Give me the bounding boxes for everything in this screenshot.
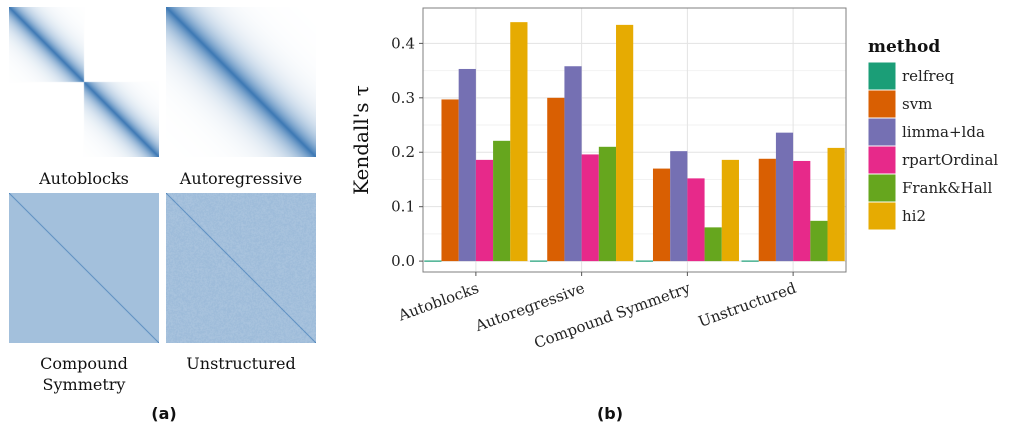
bar-frank-hall-2 — [704, 227, 722, 262]
bar-relfreq-3 — [741, 260, 759, 262]
panel-b-label: (b) — [596, 404, 624, 423]
bar-frank-hall-1 — [598, 146, 617, 262]
bar-svm-0 — [441, 99, 459, 262]
y-tick-label: 0.0 — [391, 252, 415, 270]
bar-rpartordinal-2 — [687, 178, 705, 262]
legend-label: svm — [902, 95, 932, 113]
legend-swatch — [867, 117, 897, 147]
bar-svm-3 — [758, 158, 776, 262]
x-tick-label: Autoblocks — [395, 279, 481, 325]
bar-svm-2 — [652, 168, 671, 262]
y-tick-label: 0.2 — [391, 143, 415, 161]
panel-a-label: (a) — [151, 404, 177, 423]
bar-rpartordinal-3 — [793, 160, 811, 262]
bar-limma-lda-0 — [458, 68, 476, 262]
heatmap-label-autoregressive: Autoregressive — [179, 169, 303, 188]
bar-relfreq-0 — [424, 260, 442, 262]
bar-relfreq-1 — [530, 260, 548, 262]
legend-label: Frank&Hall — [902, 179, 992, 197]
bar-relfreq-2 — [635, 260, 653, 262]
bar-hi2-3 — [827, 147, 845, 262]
y-axis-title: Kendall's τ — [349, 85, 373, 195]
bar-hi2-1 — [616, 24, 634, 262]
panel-b: 0.0 0.1 0.2 0.3 0.4 Autoblocks Autoregressive C… — [330, 0, 1027, 434]
legend-swatch — [867, 145, 897, 175]
legend-label: rpartOrdinal — [902, 151, 998, 169]
y-tick-label: 0.1 — [391, 198, 415, 216]
legend-title: method — [868, 37, 940, 57]
legend-label: relfreq — [902, 67, 954, 85]
bar-frank-hall-0 — [493, 140, 511, 262]
bar-rpartordinal-0 — [475, 159, 494, 262]
bar-hi2-2 — [721, 159, 739, 262]
heatmap-unstructured — [166, 193, 316, 343]
heatmap-label-unstructured: Unstructured — [186, 354, 296, 373]
heatmap-autoregressive — [166, 7, 316, 157]
legend-swatch — [867, 201, 897, 231]
plot-border — [422, 7, 847, 273]
legend-swatch — [867, 89, 897, 119]
legend-swatch — [867, 173, 897, 203]
bar-chart: 0.00.10.20.30.4AutoblocksAutoregressiveC… — [349, 7, 998, 352]
legend-label: limma+lda — [902, 123, 985, 141]
y-tick-label: 0.3 — [391, 89, 415, 107]
heatmap-autoblocks — [9, 7, 159, 157]
heatmap-compound-symmetry — [9, 193, 159, 343]
bar-hi2-0 — [510, 22, 528, 262]
x-tick-label: Unstructured — [696, 279, 799, 331]
heatmap-label-autoblocks: Autoblocks — [39, 169, 129, 188]
bar-svm-1 — [547, 97, 565, 262]
bar-limma-lda-2 — [670, 151, 688, 262]
bar-frank-hall-3 — [810, 220, 828, 262]
bar-limma-lda-1 — [564, 66, 582, 262]
legend-label: hi2 — [902, 207, 926, 225]
bar-limma-lda-3 — [775, 132, 794, 262]
heatmap-label-compound-symmetry: Compound Symmetry — [40, 354, 128, 394]
bar-rpartordinal-1 — [581, 154, 599, 262]
panel-a: Autoblocks Autoregressive Compound Symme… — [0, 0, 330, 434]
y-tick-label: 0.4 — [391, 34, 415, 52]
legend-swatch — [867, 61, 897, 91]
